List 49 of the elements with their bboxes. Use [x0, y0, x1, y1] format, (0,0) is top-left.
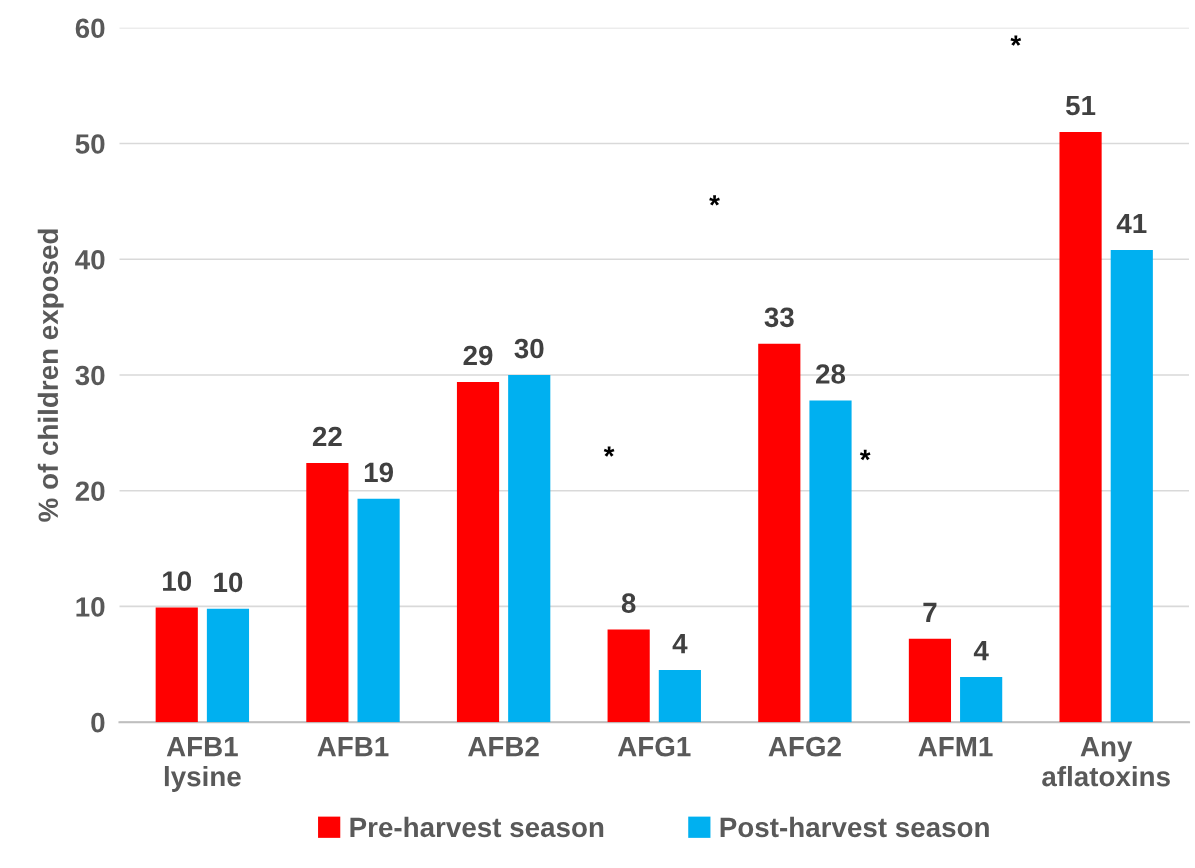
bar	[758, 343, 801, 723]
bar	[1059, 131, 1102, 723]
legend-label: Pre-harvest season	[350, 816, 604, 838]
y-tick-label: 20	[75, 481, 105, 502]
y-tick-label: 30	[75, 365, 105, 386]
x-tick-label: AFB1 lysine	[164, 737, 241, 792]
bar	[960, 677, 1003, 723]
annotation: *	[859, 449, 871, 461]
data-label: 33	[764, 307, 794, 328]
annotation: *	[1010, 35, 1022, 46]
y-tick-label: 50	[75, 134, 105, 154]
bar	[1110, 249, 1153, 723]
data-label: 30	[514, 338, 544, 359]
y-tick-label: 10	[76, 597, 105, 617]
bar	[658, 670, 701, 723]
data-label: 7	[923, 602, 937, 622]
x-tick-label: AFB1	[317, 737, 389, 757]
bar	[306, 462, 349, 723]
bar	[908, 638, 952, 723]
y-tick-label: 0	[91, 712, 105, 733]
data-label: 29	[463, 345, 493, 366]
data-label: 10	[214, 572, 243, 593]
x-tick-label: AFB2	[468, 736, 539, 757]
x-tick-label: AFM1	[918, 737, 993, 757]
data-label: 8	[621, 593, 636, 613]
x-tick-label: Any aflatoxins	[1042, 737, 1170, 787]
legend-label: Post-harvest season	[720, 816, 989, 838]
y-tick-label: 40	[75, 249, 105, 270]
data-label: 22	[312, 426, 342, 447]
bar	[809, 400, 852, 723]
data-label: 51	[1065, 95, 1096, 116]
data-label: 10	[163, 571, 192, 591]
data-label: 41	[1116, 214, 1147, 234]
data-label: 4	[973, 641, 989, 661]
bar	[155, 607, 198, 723]
data-label: 19	[364, 462, 394, 483]
x-tick-label: AFG1	[617, 736, 691, 757]
annotation: *	[603, 446, 615, 457]
data-label: 28	[816, 364, 846, 384]
bar	[206, 608, 250, 723]
y-tick-label: 60	[75, 18, 105, 39]
bar	[456, 381, 500, 723]
bar	[607, 629, 650, 723]
annotation: *	[709, 195, 720, 206]
y-axis-title: % of children exposed	[37, 229, 64, 522]
bar	[508, 374, 551, 723]
data-label: 4	[672, 634, 688, 654]
x-tick-label: AFG2	[768, 736, 841, 757]
bar	[357, 498, 400, 723]
